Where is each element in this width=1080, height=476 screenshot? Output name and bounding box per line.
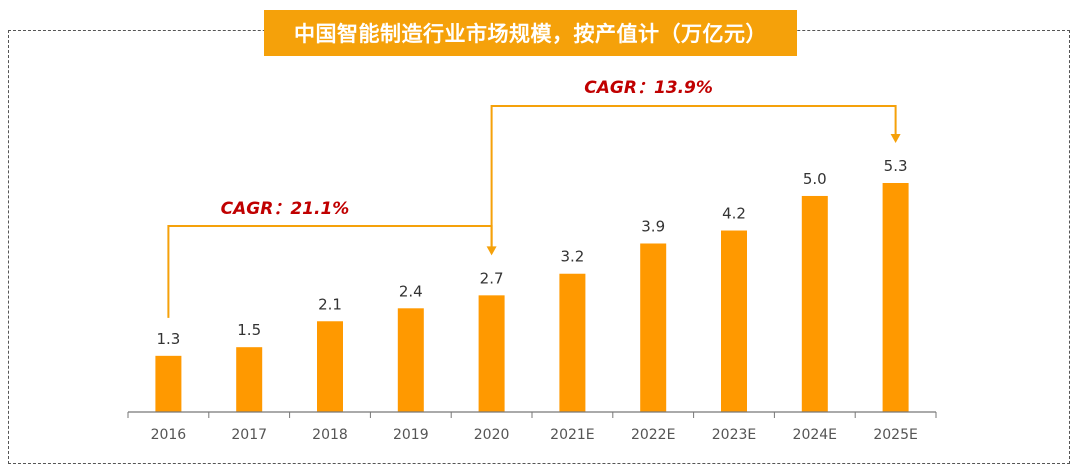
tick-label-2017: 2017 — [231, 427, 267, 443]
tick-label-2025E: 2025E — [873, 427, 917, 443]
bar-2025E — [882, 183, 909, 412]
value-label-2021E: 3.2 — [560, 248, 584, 266]
bar-2016 — [155, 355, 182, 412]
value-label-2020: 2.7 — [480, 269, 504, 287]
bar-2023E — [721, 230, 747, 412]
value-label-2016: 1.3 — [156, 330, 180, 348]
tick-label-2021E: 2021E — [550, 427, 594, 443]
bar-2024E — [801, 195, 828, 412]
value-label-2023E: 4.2 — [722, 205, 746, 223]
tick-label-2016: 2016 — [151, 427, 187, 443]
tick-label-2023E: 2023E — [712, 427, 756, 443]
cagr-arrow-2 — [890, 134, 901, 143]
bar-2019 — [397, 308, 424, 412]
cagr-label-1: CAGR：21.1% — [221, 199, 350, 219]
cagr-label-2: CAGR：13.9% — [584, 78, 713, 98]
value-label-2017: 1.5 — [237, 321, 261, 339]
tick-label-2019: 2019 — [393, 427, 429, 443]
value-label-2022E: 3.9 — [641, 217, 665, 235]
tick-label-2018: 2018 — [312, 427, 348, 443]
chart-title: 中国智能制造行业市场规模，按产值计（万亿元） — [264, 10, 797, 56]
bar-2020 — [478, 295, 505, 412]
tick-label-2022E: 2022E — [631, 427, 675, 443]
bar-2022E — [640, 243, 667, 412]
bar-2021E — [559, 273, 586, 412]
bar-2018 — [317, 321, 343, 412]
value-label-2018: 2.1 — [318, 295, 342, 313]
bar-2017 — [236, 347, 263, 412]
tick-label-2020: 2020 — [474, 427, 510, 443]
value-label-2024E: 5.0 — [803, 170, 827, 188]
tick-label-2024E: 2024E — [793, 427, 837, 443]
value-label-2019: 2.4 — [399, 282, 423, 300]
value-label-2025E: 5.3 — [884, 157, 908, 175]
cagr-connector-2 — [490, 105, 897, 254]
